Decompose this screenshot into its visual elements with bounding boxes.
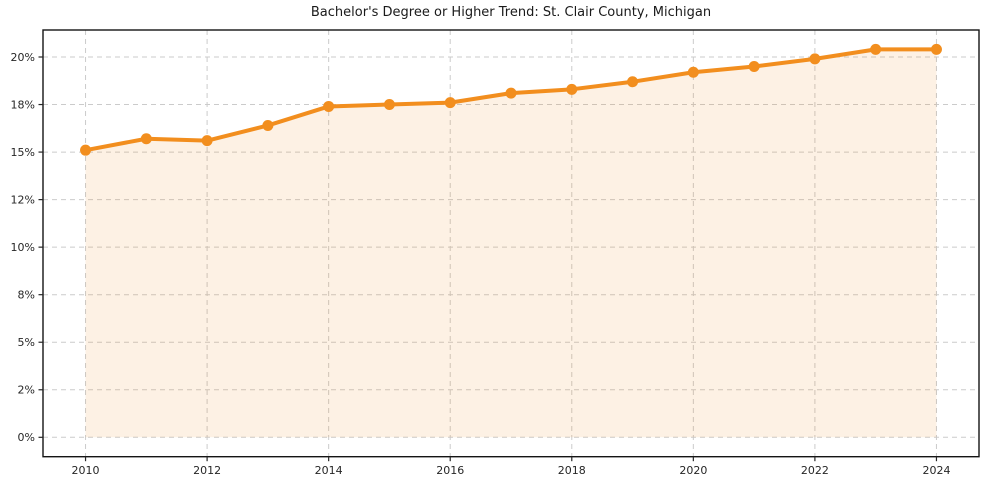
data-point-2019 xyxy=(627,76,639,88)
x-tick-label: 2010 xyxy=(72,464,100,477)
y-tick-label: 8% xyxy=(18,288,35,301)
data-point-2016 xyxy=(444,97,456,109)
x-tick-label: 2012 xyxy=(193,464,221,477)
data-point-2020 xyxy=(687,66,699,78)
data-point-2010 xyxy=(80,144,92,156)
y-tick-label: 10% xyxy=(11,241,35,254)
grid-lines xyxy=(43,30,979,457)
data-point-2018 xyxy=(566,83,578,95)
y-tick-label: 5% xyxy=(18,336,35,349)
x-tick-label: 2018 xyxy=(558,464,586,477)
x-tick-label: 2020 xyxy=(679,464,707,477)
plot-border xyxy=(42,29,980,458)
chart-title: Bachelor's Degree or Higher Trend: St. C… xyxy=(310,5,712,20)
y-tick-label: 20% xyxy=(11,51,35,64)
y-tick-label: 18% xyxy=(11,98,35,111)
data-point-2012 xyxy=(201,135,213,147)
data-point-2023 xyxy=(870,43,882,55)
data-point-2022 xyxy=(809,53,821,65)
data-point-2015 xyxy=(383,99,395,111)
data-point-2013 xyxy=(262,119,274,131)
data-point-2014 xyxy=(323,100,335,112)
data-points xyxy=(80,43,942,156)
x-tick-label: 2024 xyxy=(922,464,950,477)
x-tick-label: 2014 xyxy=(315,464,343,477)
y-tick-label: 12% xyxy=(11,193,35,206)
data-point-2021 xyxy=(748,61,760,73)
data-point-2017 xyxy=(505,87,517,99)
area-fill xyxy=(85,49,937,438)
y-tick-label: 2% xyxy=(18,384,35,397)
data-point-2024 xyxy=(930,43,942,55)
x-tick-label: 2022 xyxy=(801,464,829,477)
y-tick-label: 0% xyxy=(18,431,35,444)
y-axis: 0% 2% 5% 8% 10% 12% 15% 18% 20% xyxy=(11,51,43,444)
x-tick-label: 2016 xyxy=(436,464,464,477)
x-axis: 2010 2012 2014 2016 2018 2020 2022 2024 xyxy=(72,456,950,477)
data-point-2011 xyxy=(140,133,152,145)
y-tick-label: 15% xyxy=(11,146,35,159)
